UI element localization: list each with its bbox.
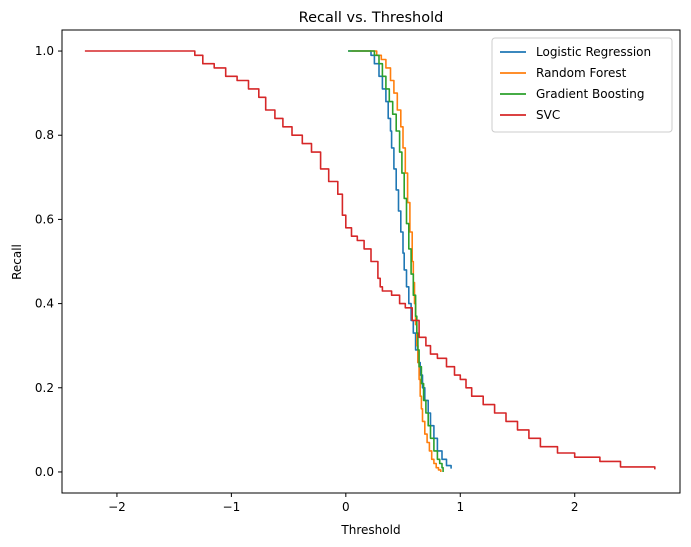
y-tick-label: 0.4 bbox=[35, 297, 54, 311]
y-tick-label: 0.6 bbox=[35, 212, 54, 226]
y-tick-label: 0.2 bbox=[35, 381, 54, 395]
legend-label: Gradient Boosting bbox=[536, 87, 644, 101]
legend: Logistic Regression Random Forest Gradient… bbox=[491, 37, 673, 133]
x-tick-label: 1 bbox=[456, 500, 464, 514]
plot-lines bbox=[84, 50, 656, 472]
x-tick-label: −1 bbox=[223, 500, 241, 514]
y-tick-label: 0.8 bbox=[35, 128, 54, 142]
series-line-logistic-regression bbox=[348, 50, 452, 469]
x-tick-label: −2 bbox=[108, 500, 126, 514]
series-line-gradient-boosting bbox=[348, 50, 444, 472]
y-axis-ticks: 0.0 0.2 0.4 0.6 0.8 1.0 bbox=[35, 44, 62, 479]
legend-box bbox=[491, 37, 673, 133]
x-tick-label: 0 bbox=[342, 500, 350, 514]
plot-frame bbox=[61, 29, 681, 494]
legend-label: Random Forest bbox=[536, 66, 627, 80]
legend-label: Logistic Regression bbox=[536, 45, 651, 59]
x-axis-label: Threshold bbox=[340, 523, 400, 537]
y-tick-label: 0.0 bbox=[35, 465, 54, 479]
chart-title: Recall vs. Threshold bbox=[299, 10, 444, 26]
legend-label: SVC bbox=[536, 108, 560, 122]
x-axis-ticks: −2 −1 0 1 2 bbox=[108, 493, 579, 514]
y-axis-label: Recall bbox=[10, 244, 24, 280]
series-line-svc bbox=[84, 50, 656, 470]
x-tick-label: 2 bbox=[571, 500, 579, 514]
y-tick-label: 1.0 bbox=[35, 44, 54, 58]
